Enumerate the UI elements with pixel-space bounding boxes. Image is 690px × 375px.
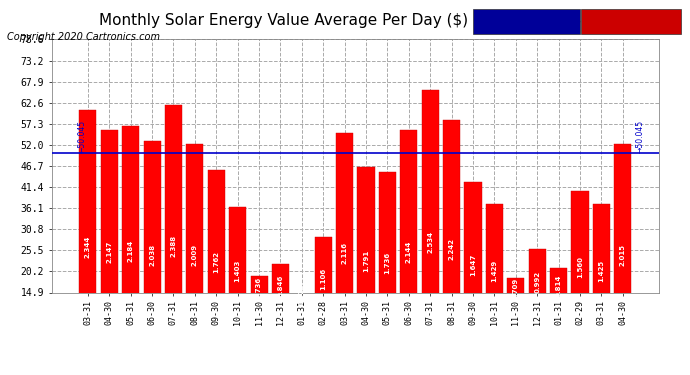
Text: 1.106: 1.106 — [320, 268, 326, 290]
Text: 1.762: 1.762 — [213, 251, 219, 273]
Bar — [464, 182, 482, 352]
Text: 0.709: 0.709 — [513, 278, 519, 300]
Text: 2.344: 2.344 — [85, 236, 91, 258]
Bar — [486, 204, 503, 352]
Text: 1.560: 1.560 — [577, 256, 583, 278]
Text: 1.425: 1.425 — [598, 260, 604, 282]
Text: 2.116: 2.116 — [342, 242, 348, 264]
Text: 2.242: 2.242 — [448, 238, 455, 260]
Bar — [550, 268, 567, 352]
Bar — [400, 130, 417, 352]
Text: 1.429: 1.429 — [491, 259, 497, 282]
Text: 0.992: 0.992 — [534, 271, 540, 293]
Bar — [357, 166, 375, 352]
Text: 2.147: 2.147 — [106, 241, 112, 263]
Text: 1.647: 1.647 — [470, 254, 476, 276]
Bar — [336, 133, 353, 352]
Text: 2.009: 2.009 — [192, 244, 198, 267]
Bar — [144, 141, 161, 352]
Bar — [614, 144, 631, 352]
Bar — [593, 204, 610, 352]
Text: →50.045: →50.045 — [635, 120, 644, 153]
Bar — [122, 126, 139, 352]
Bar — [186, 144, 204, 352]
Text: 1.736: 1.736 — [384, 251, 391, 273]
Text: 0.520: 0.520 — [299, 283, 305, 305]
Bar — [79, 110, 97, 352]
Text: ←50.045: ←50.045 — [77, 120, 86, 153]
Bar — [379, 172, 396, 352]
Bar — [101, 130, 118, 352]
Text: 2.534: 2.534 — [427, 231, 433, 253]
Text: 2.184: 2.184 — [128, 240, 134, 262]
Text: 1.791: 1.791 — [363, 250, 369, 272]
Text: 2.144: 2.144 — [406, 241, 412, 263]
Bar — [229, 207, 246, 352]
Bar — [293, 298, 310, 352]
Text: 1.403: 1.403 — [235, 260, 241, 282]
Text: 0.846: 0.846 — [277, 274, 284, 297]
Text: 0.736: 0.736 — [256, 277, 262, 299]
Bar — [165, 105, 182, 352]
Text: 0.814: 0.814 — [555, 275, 562, 297]
Bar — [272, 264, 289, 352]
Bar — [507, 279, 524, 352]
Text: Monthly Solar Energy Value Average Per Day ($) Fri May 1 19:47: Monthly Solar Energy Value Average Per D… — [99, 13, 591, 28]
Bar — [422, 90, 439, 352]
Text: 2.388: 2.388 — [170, 234, 177, 256]
Bar — [208, 170, 225, 352]
Bar — [315, 237, 332, 352]
Bar — [529, 249, 546, 352]
Bar — [250, 276, 268, 352]
Text: 2.038: 2.038 — [149, 244, 155, 266]
Text: Monthly  ($): Monthly ($) — [600, 17, 662, 26]
Text: 2.015: 2.015 — [620, 244, 626, 266]
Text: Copyright 2020 Cartronics.com: Copyright 2020 Cartronics.com — [7, 32, 160, 42]
Text: Average  ($): Average ($) — [495, 17, 558, 26]
Bar — [571, 190, 589, 352]
Bar — [443, 120, 460, 352]
